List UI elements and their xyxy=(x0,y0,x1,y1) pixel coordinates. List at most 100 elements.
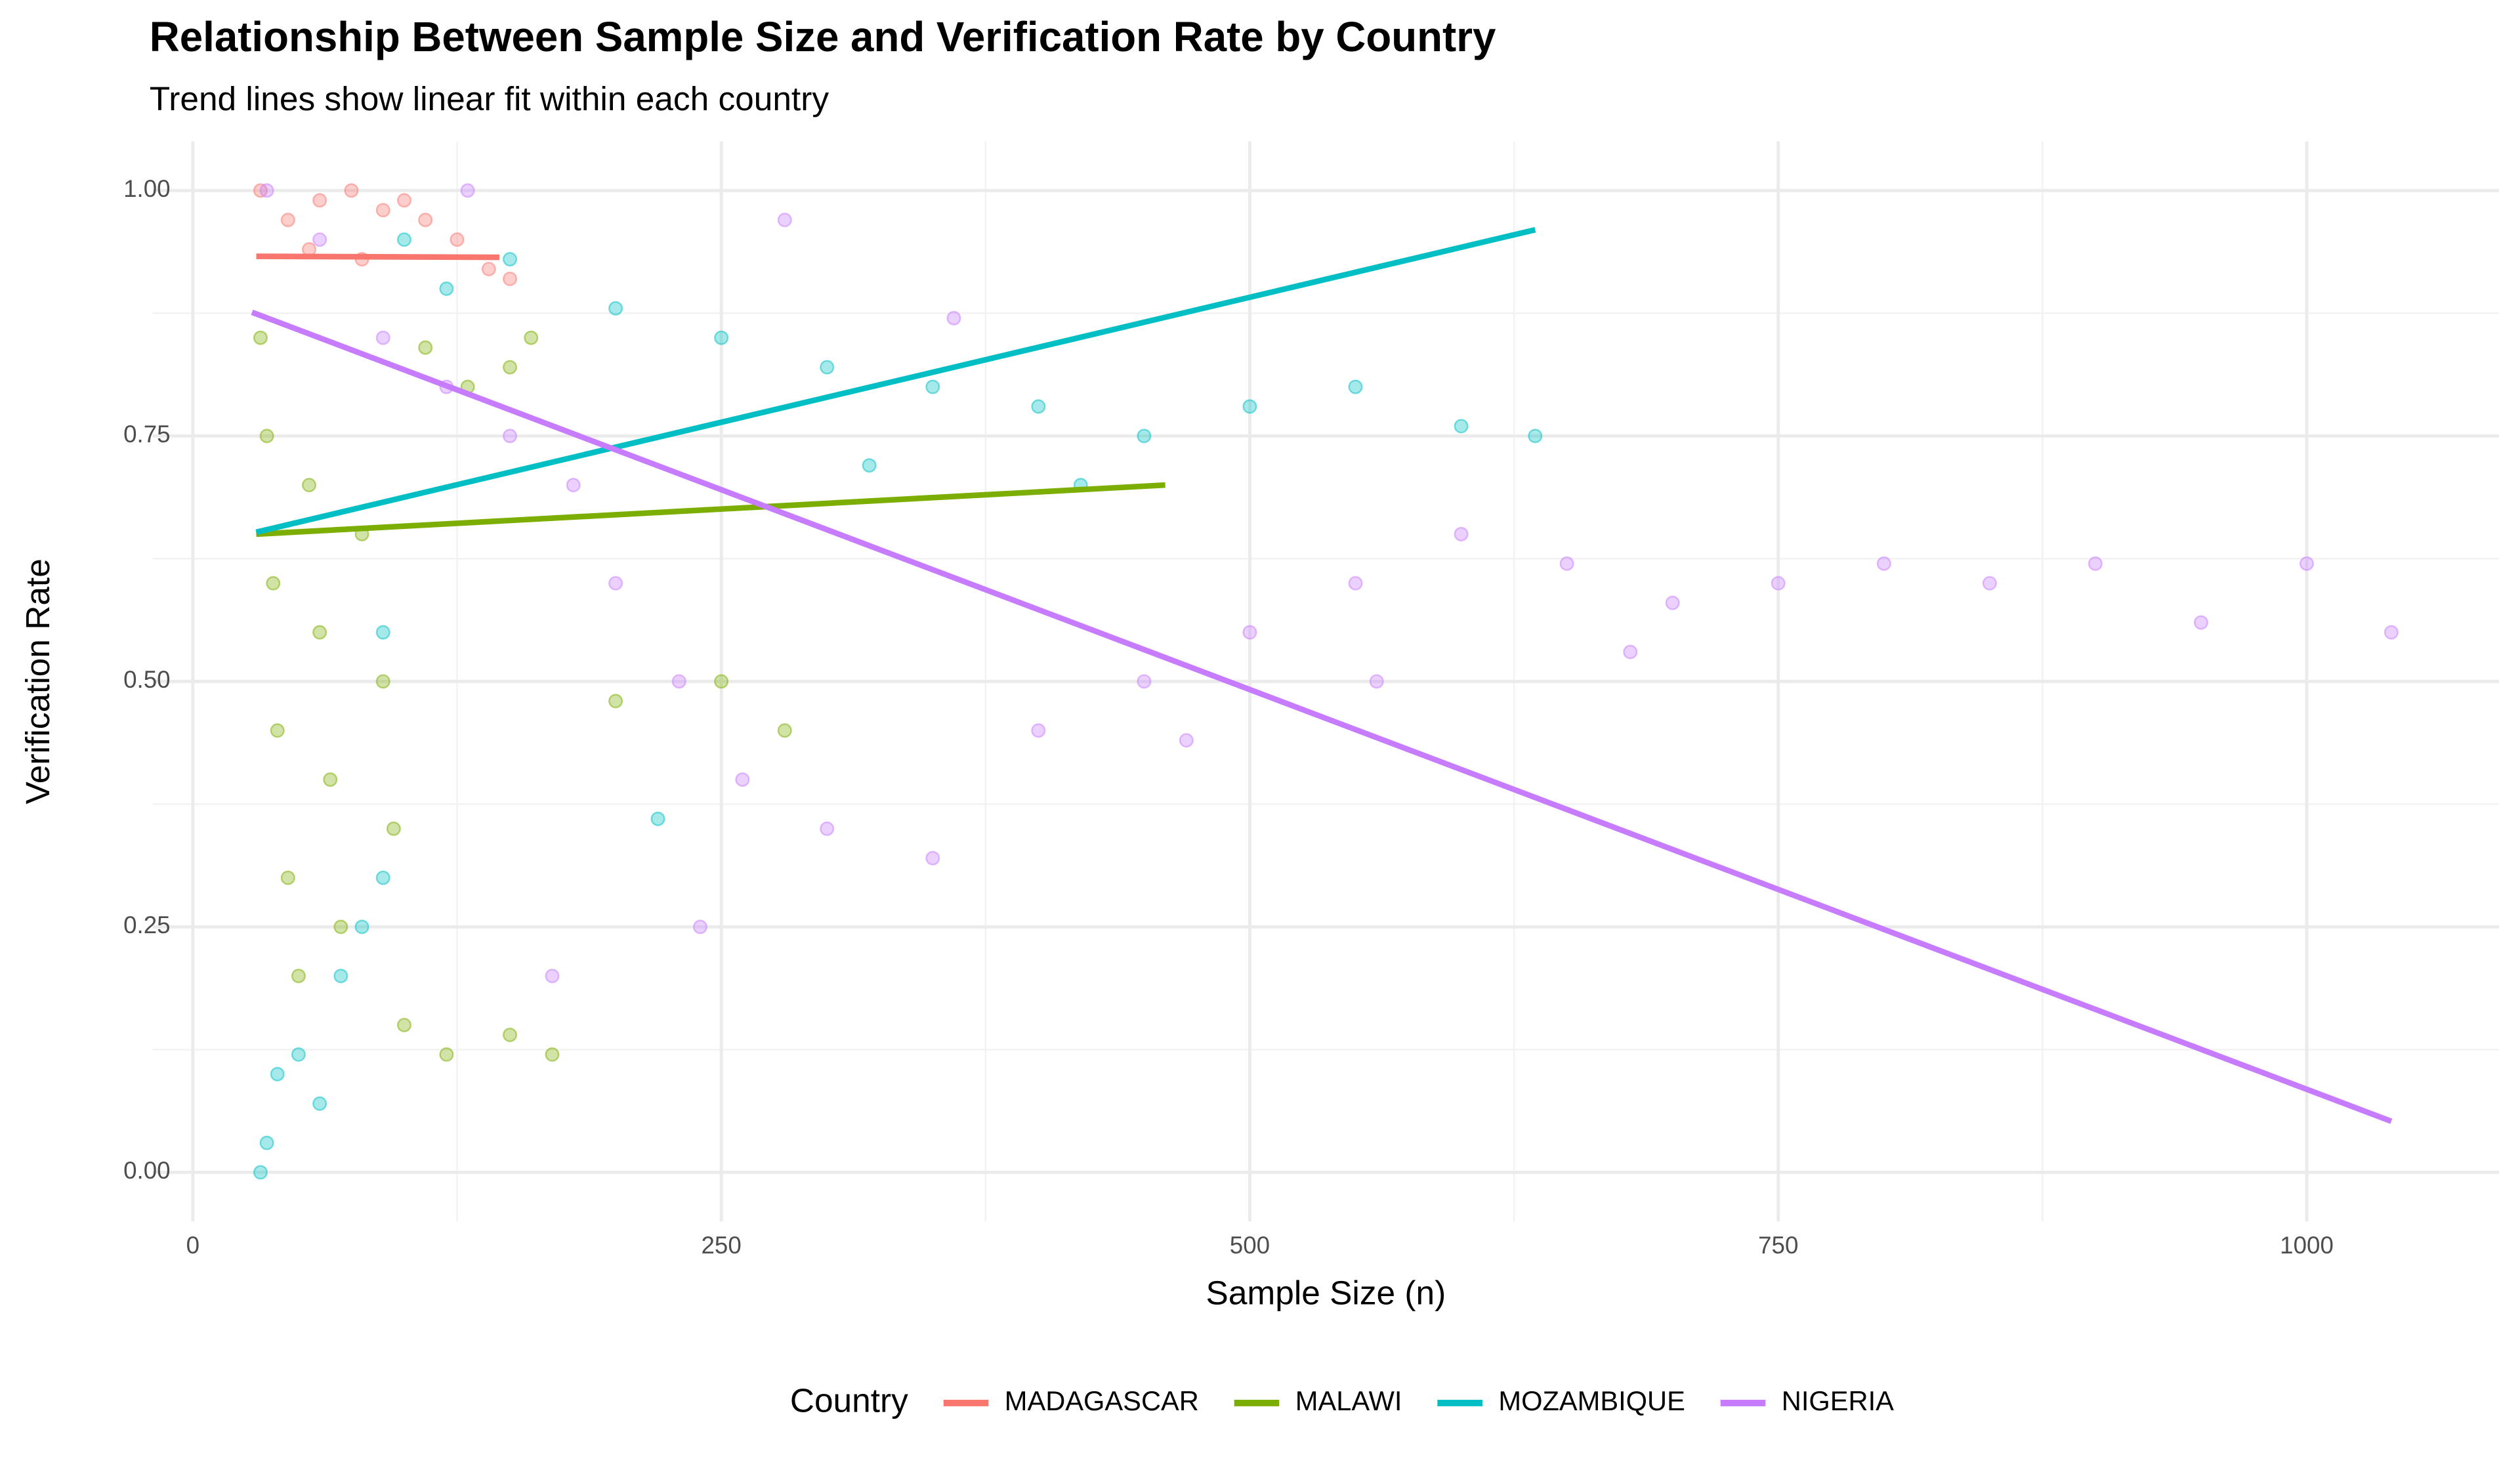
data-point xyxy=(925,850,940,866)
legend-label: MOZAMBIQUE xyxy=(1498,1385,1685,1416)
data-point xyxy=(439,1047,454,1062)
data-point xyxy=(1137,674,1152,689)
chart-subtitle: Trend lines show linear fit within each … xyxy=(150,79,830,117)
data-point xyxy=(2384,625,2399,640)
data-point xyxy=(323,772,338,787)
legend-label: MALAWI xyxy=(1295,1385,1402,1416)
data-point xyxy=(925,379,940,394)
data-point xyxy=(1242,399,1257,414)
data-point xyxy=(608,576,623,591)
data-point xyxy=(291,1047,306,1062)
data-point xyxy=(460,183,475,198)
legend: Country MADAGASCAR MALAWI MOZAMBIQUE NIGERIA xyxy=(790,1381,1894,1419)
data-point xyxy=(291,969,306,984)
trend-lines xyxy=(251,226,2393,1124)
data-point xyxy=(671,674,686,689)
data-point xyxy=(2300,556,2315,571)
data-point xyxy=(270,1066,285,1082)
data-point xyxy=(608,694,623,709)
y-tick-label: 0.75 xyxy=(123,421,170,448)
data-point xyxy=(333,919,348,934)
data-point xyxy=(1665,595,1680,610)
data-point xyxy=(259,183,274,198)
data-point xyxy=(280,213,295,228)
data-point xyxy=(1137,429,1152,444)
data-point xyxy=(481,261,496,277)
data-point xyxy=(266,576,281,591)
trend-line xyxy=(251,309,2393,1124)
data-point xyxy=(312,1096,327,1111)
data-point xyxy=(714,674,729,689)
data-point xyxy=(503,429,518,444)
data-point xyxy=(1348,379,1363,394)
data-point xyxy=(1876,556,1891,571)
data-point xyxy=(608,301,623,316)
data-point xyxy=(503,271,518,286)
data-point xyxy=(862,458,877,473)
x-tick-label: 1000 xyxy=(2280,1232,2334,1259)
data-point xyxy=(375,674,390,689)
data-point xyxy=(1369,674,1384,689)
data-point xyxy=(735,772,750,787)
data-point xyxy=(1031,723,1046,738)
y-axis-title: Verification Rate xyxy=(18,558,56,804)
y-tick-label: 0.50 xyxy=(123,666,170,693)
data-point xyxy=(386,821,401,836)
legend-label: NIGERIA xyxy=(1782,1385,1894,1416)
chart-title: Relationship Between Sample Size and Ver… xyxy=(150,14,1496,60)
data-point xyxy=(503,1027,518,1042)
data-point xyxy=(2088,556,2103,571)
data-point xyxy=(1623,644,1638,660)
legend-label: MADAGASCAR xyxy=(1005,1385,1199,1416)
data-point xyxy=(1771,576,1786,591)
data-point xyxy=(777,723,792,738)
data-point xyxy=(396,1017,411,1033)
data-point xyxy=(503,360,518,375)
data-point xyxy=(2193,615,2208,630)
data-point xyxy=(946,310,961,326)
data-point xyxy=(418,213,433,228)
data-point xyxy=(1031,399,1046,414)
data-point xyxy=(1528,429,1543,444)
data-point xyxy=(396,193,411,208)
data-point xyxy=(714,330,729,345)
trend-line xyxy=(256,482,1166,537)
data-point xyxy=(1454,419,1469,434)
y-tick-label: 1.00 xyxy=(123,175,170,202)
trend-line xyxy=(255,226,1536,536)
data-point xyxy=(333,969,348,984)
data-point xyxy=(524,330,539,345)
legend-title: Country xyxy=(790,1381,908,1419)
data-point xyxy=(692,919,707,934)
data-point xyxy=(253,1165,268,1180)
data-point xyxy=(259,429,274,444)
x-tick-label: 750 xyxy=(1758,1232,1798,1259)
data-point xyxy=(312,232,327,247)
data-point xyxy=(270,723,285,738)
points xyxy=(253,183,2399,1180)
data-point xyxy=(375,625,390,640)
data-point xyxy=(312,193,327,208)
data-point xyxy=(650,811,665,826)
data-point xyxy=(280,870,295,885)
x-tick-label: 250 xyxy=(702,1232,742,1259)
data-point xyxy=(439,281,454,296)
data-point xyxy=(1982,576,1997,591)
data-point xyxy=(418,340,433,355)
data-point xyxy=(1348,576,1363,591)
data-point xyxy=(1242,625,1257,640)
y-tick-label: 0.00 xyxy=(123,1157,170,1184)
data-point xyxy=(312,625,327,640)
x-tick-label: 500 xyxy=(1230,1232,1270,1259)
data-point xyxy=(259,1135,274,1150)
data-point xyxy=(344,183,359,198)
data-point xyxy=(503,252,518,267)
y-tick-label: 0.25 xyxy=(123,912,170,938)
data-point xyxy=(450,232,465,247)
data-point xyxy=(396,232,411,247)
data-point xyxy=(375,870,390,885)
data-point xyxy=(375,330,390,345)
data-point xyxy=(777,213,792,228)
data-point xyxy=(820,821,835,836)
